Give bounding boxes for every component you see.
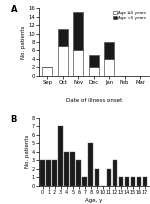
Bar	[118, 177, 123, 186]
Bar	[70, 152, 75, 186]
Bar	[137, 177, 141, 186]
Bar	[104, 59, 114, 76]
Bar	[89, 55, 99, 68]
Bar	[131, 177, 135, 186]
Bar	[58, 46, 68, 76]
Bar	[88, 143, 93, 186]
Y-axis label: No. patients: No. patients	[21, 25, 26, 59]
Bar	[52, 160, 57, 186]
Bar	[104, 42, 114, 59]
Bar	[58, 29, 68, 46]
Bar	[94, 169, 99, 186]
Bar	[73, 51, 83, 76]
Bar	[46, 160, 51, 186]
Text: A: A	[11, 5, 17, 14]
Bar	[40, 160, 45, 186]
Bar	[112, 160, 117, 186]
Bar	[73, 12, 83, 51]
Bar	[106, 169, 111, 186]
Bar	[143, 177, 147, 186]
Legend: Age ≥5 years, Age <5 years: Age ≥5 years, Age <5 years	[113, 10, 146, 20]
Bar	[125, 177, 129, 186]
Bar	[89, 68, 99, 76]
Bar	[82, 177, 87, 186]
Text: B: B	[11, 114, 17, 123]
Bar	[64, 152, 69, 186]
Bar	[42, 68, 52, 76]
Y-axis label: No. patients: No. patients	[25, 135, 30, 169]
Bar	[76, 160, 81, 186]
X-axis label: Age, y: Age, y	[85, 198, 102, 203]
Bar	[58, 126, 63, 186]
X-axis label: Date of illness onset: Date of illness onset	[66, 98, 122, 103]
